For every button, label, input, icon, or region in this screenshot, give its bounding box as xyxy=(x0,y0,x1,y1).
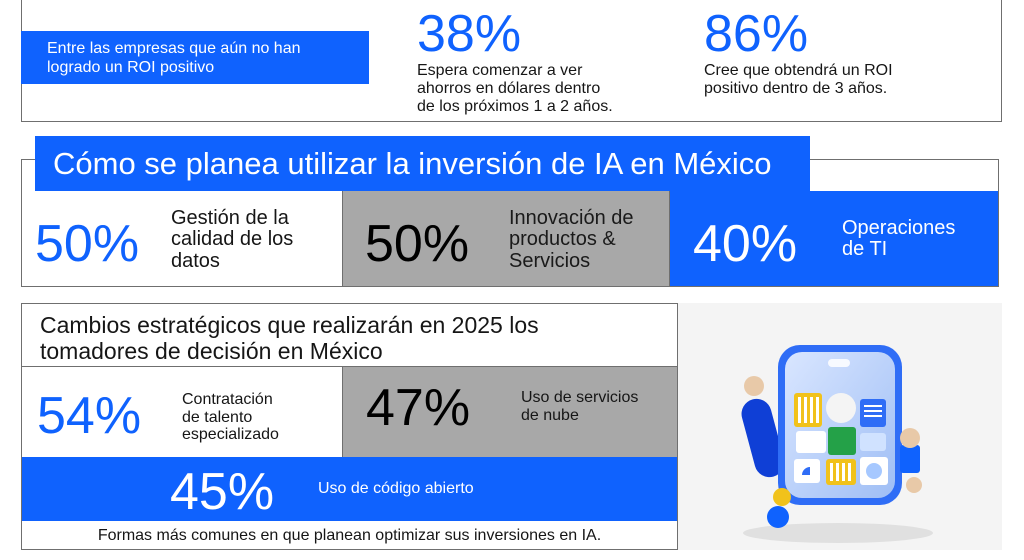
change-card-3 xyxy=(22,457,677,521)
changes-footer-note: Formas más comunes en que planean optimi… xyxy=(97,527,602,544)
usage-card-1 xyxy=(22,191,342,286)
usage-title: Cómo se planea utilizar la inversión de … xyxy=(35,136,810,191)
change-2-value: 47% xyxy=(366,379,471,437)
usage-card-3 xyxy=(670,191,998,286)
ai-device-illustration xyxy=(678,303,1002,550)
usage-1-value: 50% xyxy=(35,215,140,273)
roi-stat-2-text: Cree que obtendrá un ROI positivo dentro… xyxy=(704,62,893,97)
changes-divider xyxy=(22,366,677,367)
changes-title: Cambios estratégicos que realizarán en 2… xyxy=(40,312,539,365)
ai-device-icon xyxy=(741,345,933,543)
change-3-value: 45% xyxy=(170,463,275,521)
usage-3-value: 40% xyxy=(693,215,798,273)
usage-card-2 xyxy=(342,191,670,286)
change-1-value: 54% xyxy=(37,387,142,445)
change-1-label: Contratación de talento especializado xyxy=(182,391,279,444)
change-3-label: Uso de código abierto xyxy=(318,480,474,497)
change-2-label: Uso de servicios de nube xyxy=(521,389,639,424)
usage-2-label: Innovación de productos & Servicios xyxy=(509,207,634,272)
roi-stat-2-value: 86% xyxy=(704,5,809,63)
roi-stat-1-value: 38% xyxy=(417,5,522,63)
change-card-1 xyxy=(22,367,342,457)
roi-label: Entre las empresas que aún no han lograd… xyxy=(21,31,369,84)
roi-stat-1-text: Espera comenzar a ver ahorros en dólares… xyxy=(417,62,613,115)
usage-1-label: Gestión de la calidad de los datos xyxy=(171,207,294,272)
change-card-2 xyxy=(342,367,677,457)
usage-3-label: Operaciones de TI xyxy=(842,217,956,261)
usage-2-value: 50% xyxy=(365,215,470,273)
